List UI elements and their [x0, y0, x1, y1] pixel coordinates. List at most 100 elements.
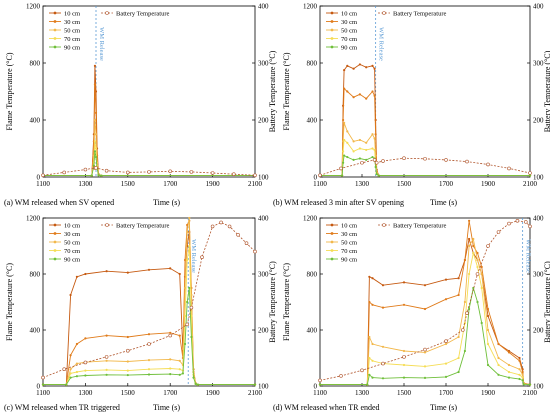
data-point-battery	[423, 156, 427, 161]
legend-marker	[330, 232, 334, 235]
data-point	[84, 374, 87, 377]
data-point	[84, 369, 87, 372]
y-left-tick-label: 1200	[303, 215, 318, 223]
y-left-axis-label: Flame Temperature (°C)	[282, 52, 291, 130]
data-point	[94, 133, 98, 136]
data-point	[105, 373, 108, 376]
data-point	[373, 94, 376, 97]
data-point	[518, 356, 521, 360]
x-axis-label: Time (s)	[430, 198, 457, 207]
data-point	[423, 351, 427, 354]
series-line-30-cm	[43, 84, 255, 177]
legend-marker	[330, 45, 334, 49]
data-point	[368, 335, 371, 339]
data-point-battery	[189, 170, 194, 174]
legend-marker	[53, 240, 57, 244]
data-point-battery	[496, 230, 501, 234]
data-point	[343, 154, 346, 157]
x-tick-label: 1300	[355, 180, 370, 188]
data-point	[423, 307, 427, 311]
data-point	[343, 87, 346, 90]
legend-label: 70 cm	[64, 248, 80, 255]
data-point	[371, 359, 374, 362]
series-line-battery-temperature	[319, 157, 531, 176]
data-point	[486, 314, 490, 318]
x-tick-label: 2100	[248, 389, 263, 397]
data-point-battery	[318, 378, 322, 383]
data-point	[93, 64, 97, 67]
data-point-battery	[507, 221, 511, 226]
panel-caption: (b) WM released 3 min after SV opening	[273, 198, 404, 207]
y-left-tick-label: 1200	[26, 215, 41, 223]
data-point	[183, 258, 187, 262]
data-point	[346, 141, 349, 144]
plot-frame	[319, 5, 531, 178]
chart-panel-2: 1100 1300 1500 1700 1900 2100 0 400 800 1200 100 20…	[273, 3, 550, 208]
data-point-battery	[168, 169, 172, 174]
legend-label: 50 cm	[341, 28, 357, 35]
x-tick-label: 1500	[397, 180, 412, 188]
data-point-battery	[168, 333, 172, 338]
data-point	[507, 363, 511, 367]
data-point-battery	[94, 166, 98, 170]
data-point	[90, 174, 93, 177]
data-point	[381, 306, 385, 309]
data-point	[365, 148, 368, 152]
data-point	[365, 97, 368, 100]
series-line-50-cm	[43, 119, 255, 177]
legend-marker-battery	[382, 223, 386, 227]
data-point	[169, 267, 172, 270]
data-point	[497, 342, 500, 346]
data-point	[147, 368, 151, 371]
data-point-battery	[402, 355, 406, 359]
data-point	[463, 349, 466, 353]
data-point	[178, 368, 181, 371]
data-point	[340, 174, 344, 177]
data-point	[352, 140, 355, 143]
data-point	[358, 93, 361, 96]
data-point	[186, 300, 189, 304]
data-point	[480, 272, 483, 276]
series-line-90-cm	[320, 287, 531, 386]
data-point	[358, 157, 361, 160]
series-line-10-cm	[43, 65, 255, 177]
legend-marker	[330, 20, 334, 23]
data-point	[94, 111, 98, 114]
legend-label: 70 cm	[64, 36, 80, 43]
data-point	[75, 370, 79, 374]
panel-caption: (d) WM released when TR ended	[273, 403, 380, 412]
chart-panel-3: 1100 1300 1500 1700 1900 2100 0 400 800 1200 100 20…	[4, 215, 277, 413]
data-point	[188, 286, 191, 290]
data-point-battery	[62, 367, 66, 372]
x-axis-label: Time (s)	[153, 403, 180, 412]
data-point	[472, 251, 475, 255]
data-point	[365, 141, 368, 144]
data-point	[181, 372, 185, 375]
data-point	[186, 258, 189, 262]
data-point	[365, 66, 368, 69]
wm-release-label: WM Release	[190, 239, 197, 273]
data-point-battery	[402, 156, 406, 160]
data-point	[371, 147, 374, 150]
plot-frame	[42, 217, 256, 387]
y-right-tick-label: 100	[533, 174, 544, 182]
series-line-battery-temperature	[42, 222, 256, 378]
y-right-tick-label: 200	[258, 327, 269, 335]
data-point	[84, 272, 87, 276]
data-point	[521, 379, 524, 382]
panel-caption: (c) WM released when TR triggered	[4, 403, 120, 412]
data-point-battery	[318, 173, 322, 178]
data-point	[402, 281, 406, 284]
data-point	[178, 334, 181, 337]
data-point	[126, 373, 129, 377]
data-point	[402, 376, 406, 379]
data-point	[381, 345, 385, 348]
x-tick-label: 1500	[121, 389, 136, 397]
data-point	[486, 342, 490, 346]
legend-marker	[330, 11, 334, 15]
y-right-tick-label: 100	[533, 383, 544, 391]
data-point-battery	[104, 355, 109, 359]
data-point-battery	[253, 249, 257, 254]
data-point	[194, 382, 197, 385]
